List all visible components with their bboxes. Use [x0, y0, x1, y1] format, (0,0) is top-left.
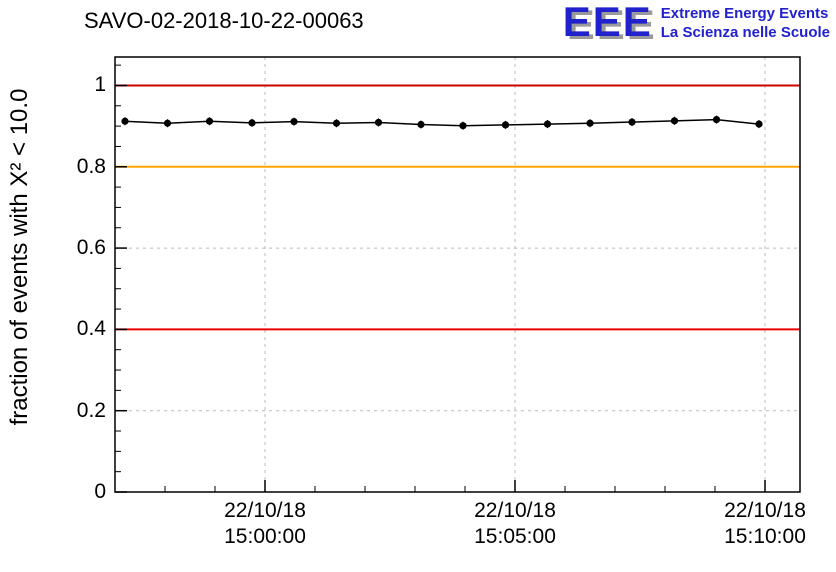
data-point — [205, 117, 214, 125]
eee-logo-text: Extreme Energy Events La Scienza nelle S… — [661, 2, 830, 42]
x-tick-time: 15:00:00 — [224, 525, 306, 548]
plot-title: SAVO-02-2018-10-22-00063 — [84, 8, 364, 33]
plot-frame — [114, 56, 801, 493]
data-point — [755, 120, 763, 128]
data-point — [374, 118, 383, 127]
data-point — [163, 119, 172, 127]
x-tick-label: 22/10/18 15:00:00 — [185, 498, 345, 550]
y-tick-label: 0.2 — [76, 398, 106, 422]
data-point — [248, 119, 256, 127]
x-tick-time: 15:05:00 — [474, 525, 556, 548]
x-tick-label: 22/10/18 15:05:00 — [435, 498, 595, 550]
y-tick-label: 0.8 — [76, 154, 106, 178]
data-point — [670, 117, 679, 125]
y-tick-label: 0.6 — [76, 236, 106, 260]
x-tick-time: 15:10:00 — [724, 525, 806, 548]
data-point — [628, 118, 636, 126]
eee-logo-line1: Extreme Energy Events — [660, 5, 829, 22]
eee-logo: EEE Extreme Energy Events La Scienza nel… — [562, 0, 830, 45]
data-line — [124, 118, 760, 127]
x-tick-label: 22/10/18 15:10:00 — [685, 498, 836, 550]
eee-logo-line2: La Scienza nelle Scuole — [660, 24, 830, 41]
data-point — [332, 119, 341, 127]
x-tick-date: 22/10/18 — [474, 499, 556, 522]
x-tick-date: 22/10/18 — [224, 499, 306, 522]
y-tick-label: 1 — [94, 73, 106, 97]
data-point — [459, 122, 467, 130]
data-point — [121, 117, 129, 125]
data-point — [290, 118, 298, 126]
data-point — [501, 121, 510, 129]
data-point — [417, 120, 425, 129]
data-point — [543, 120, 552, 128]
data-point — [586, 119, 594, 127]
eee-logo-acronym: EEE — [562, 0, 653, 45]
data-point — [712, 116, 721, 124]
y-tick-label: 0 — [94, 480, 106, 503]
x-tick-date: 22/10/18 — [724, 499, 806, 522]
y-tick-label: 0.4 — [76, 317, 106, 341]
